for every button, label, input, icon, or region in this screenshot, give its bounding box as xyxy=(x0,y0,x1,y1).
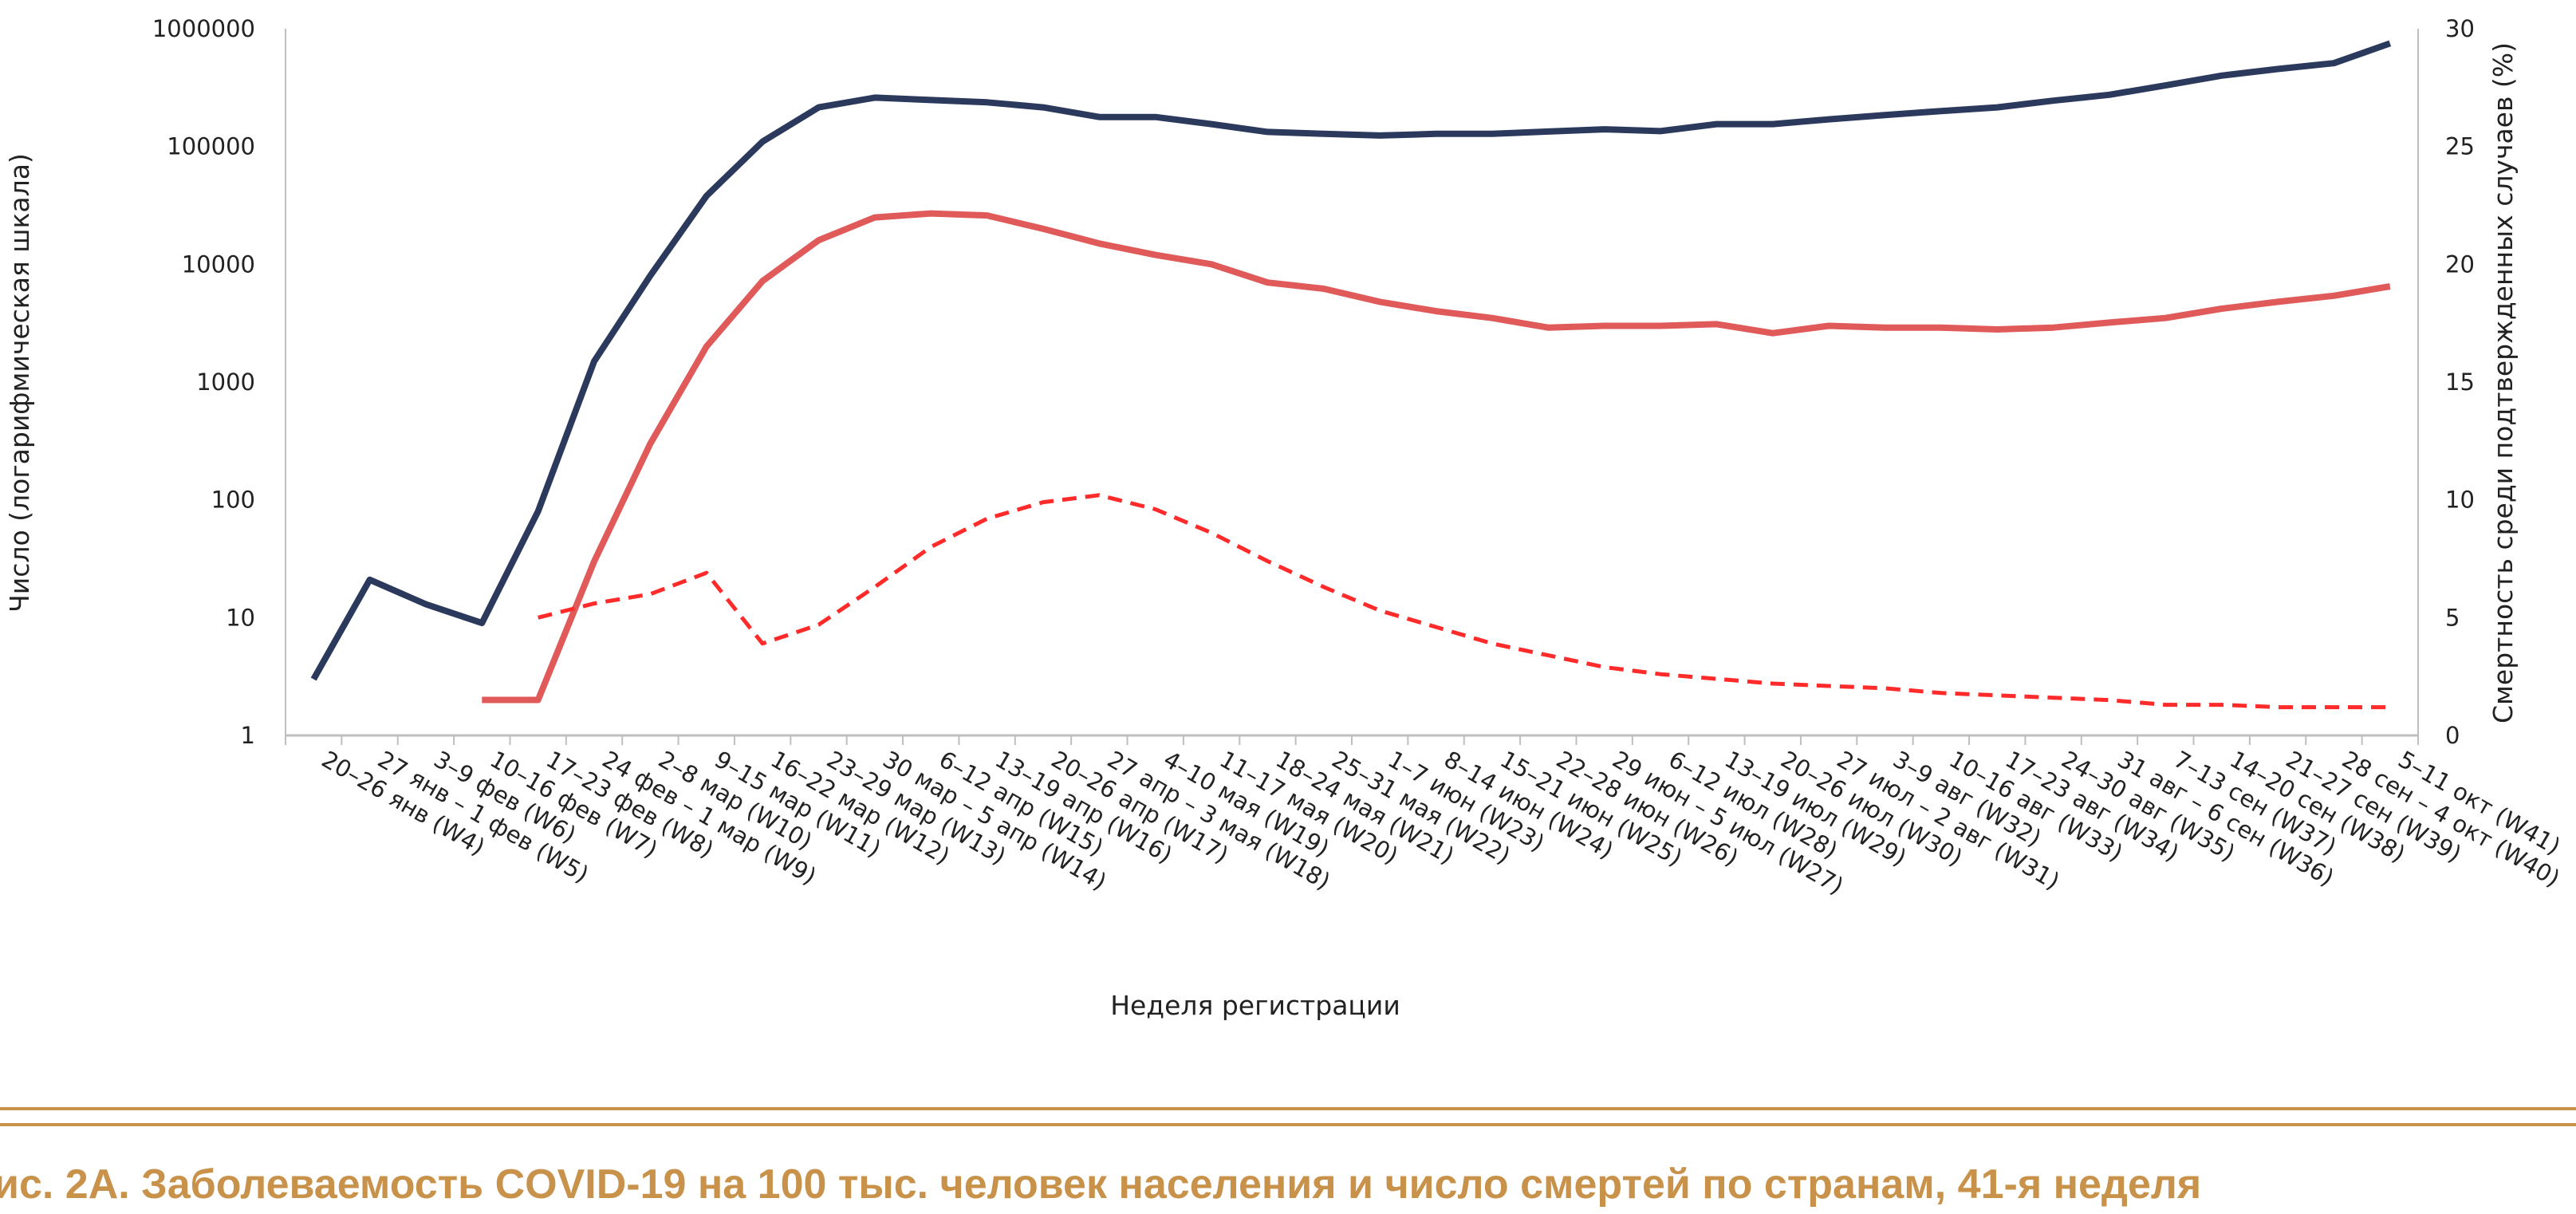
y-left-axis: 1 10 100 1000 10000 100000 1000000 xyxy=(152,15,255,749)
series-line-1 xyxy=(310,40,2392,681)
y-right-tick-label: 25 xyxy=(2445,133,2475,160)
series-line-2 xyxy=(482,210,2391,704)
y-left-tick-label: 1000 xyxy=(196,369,255,396)
series-line-3 xyxy=(538,493,2390,710)
y-left-tick-label: 10 xyxy=(226,604,255,631)
divider-line-bottom xyxy=(0,1123,2576,1126)
figure-caption: ис. 2А. Заболеваемость COVID-19 на 100 т… xyxy=(0,1161,2202,1208)
y-left-tick-label: 1000000 xyxy=(152,15,255,42)
series-layer xyxy=(310,40,2392,710)
y-right-tick-label: 10 xyxy=(2445,487,2475,514)
y-left-tick-label: 100 xyxy=(211,487,255,514)
y-right-tick-label: 5 xyxy=(2445,604,2460,631)
y-left-axis-title: Число (логарифмическая шкала) xyxy=(4,153,35,613)
y-right-tick-label: 20 xyxy=(2445,250,2475,278)
y-left-tick-label: 1 xyxy=(241,722,255,749)
y-left-tick-label: 10000 xyxy=(182,250,255,278)
y-left-tick-label: 100000 xyxy=(167,133,255,160)
y-right-tick-label: 0 xyxy=(2445,722,2460,749)
y-right-axis: 0 5 10 15 20 25 30 xyxy=(2445,15,2475,749)
y-right-axis-title: Смертность среди подтвержденных случаев … xyxy=(2487,42,2519,723)
x-axis-title: Неделя регистрации xyxy=(1110,990,1400,1021)
y-right-tick-label: 30 xyxy=(2445,15,2475,42)
y-right-tick-label: 15 xyxy=(2445,369,2475,396)
divider-line-top xyxy=(0,1107,2576,1110)
chart: 1 10 100 1000 10000 100000 1000000 0 5 10 15 20 25 3… xyxy=(4,15,2565,1021)
x-axis: 20–26 янв (W4)27 янв – 1 фев (W5)3–9 фев… xyxy=(285,735,2565,900)
